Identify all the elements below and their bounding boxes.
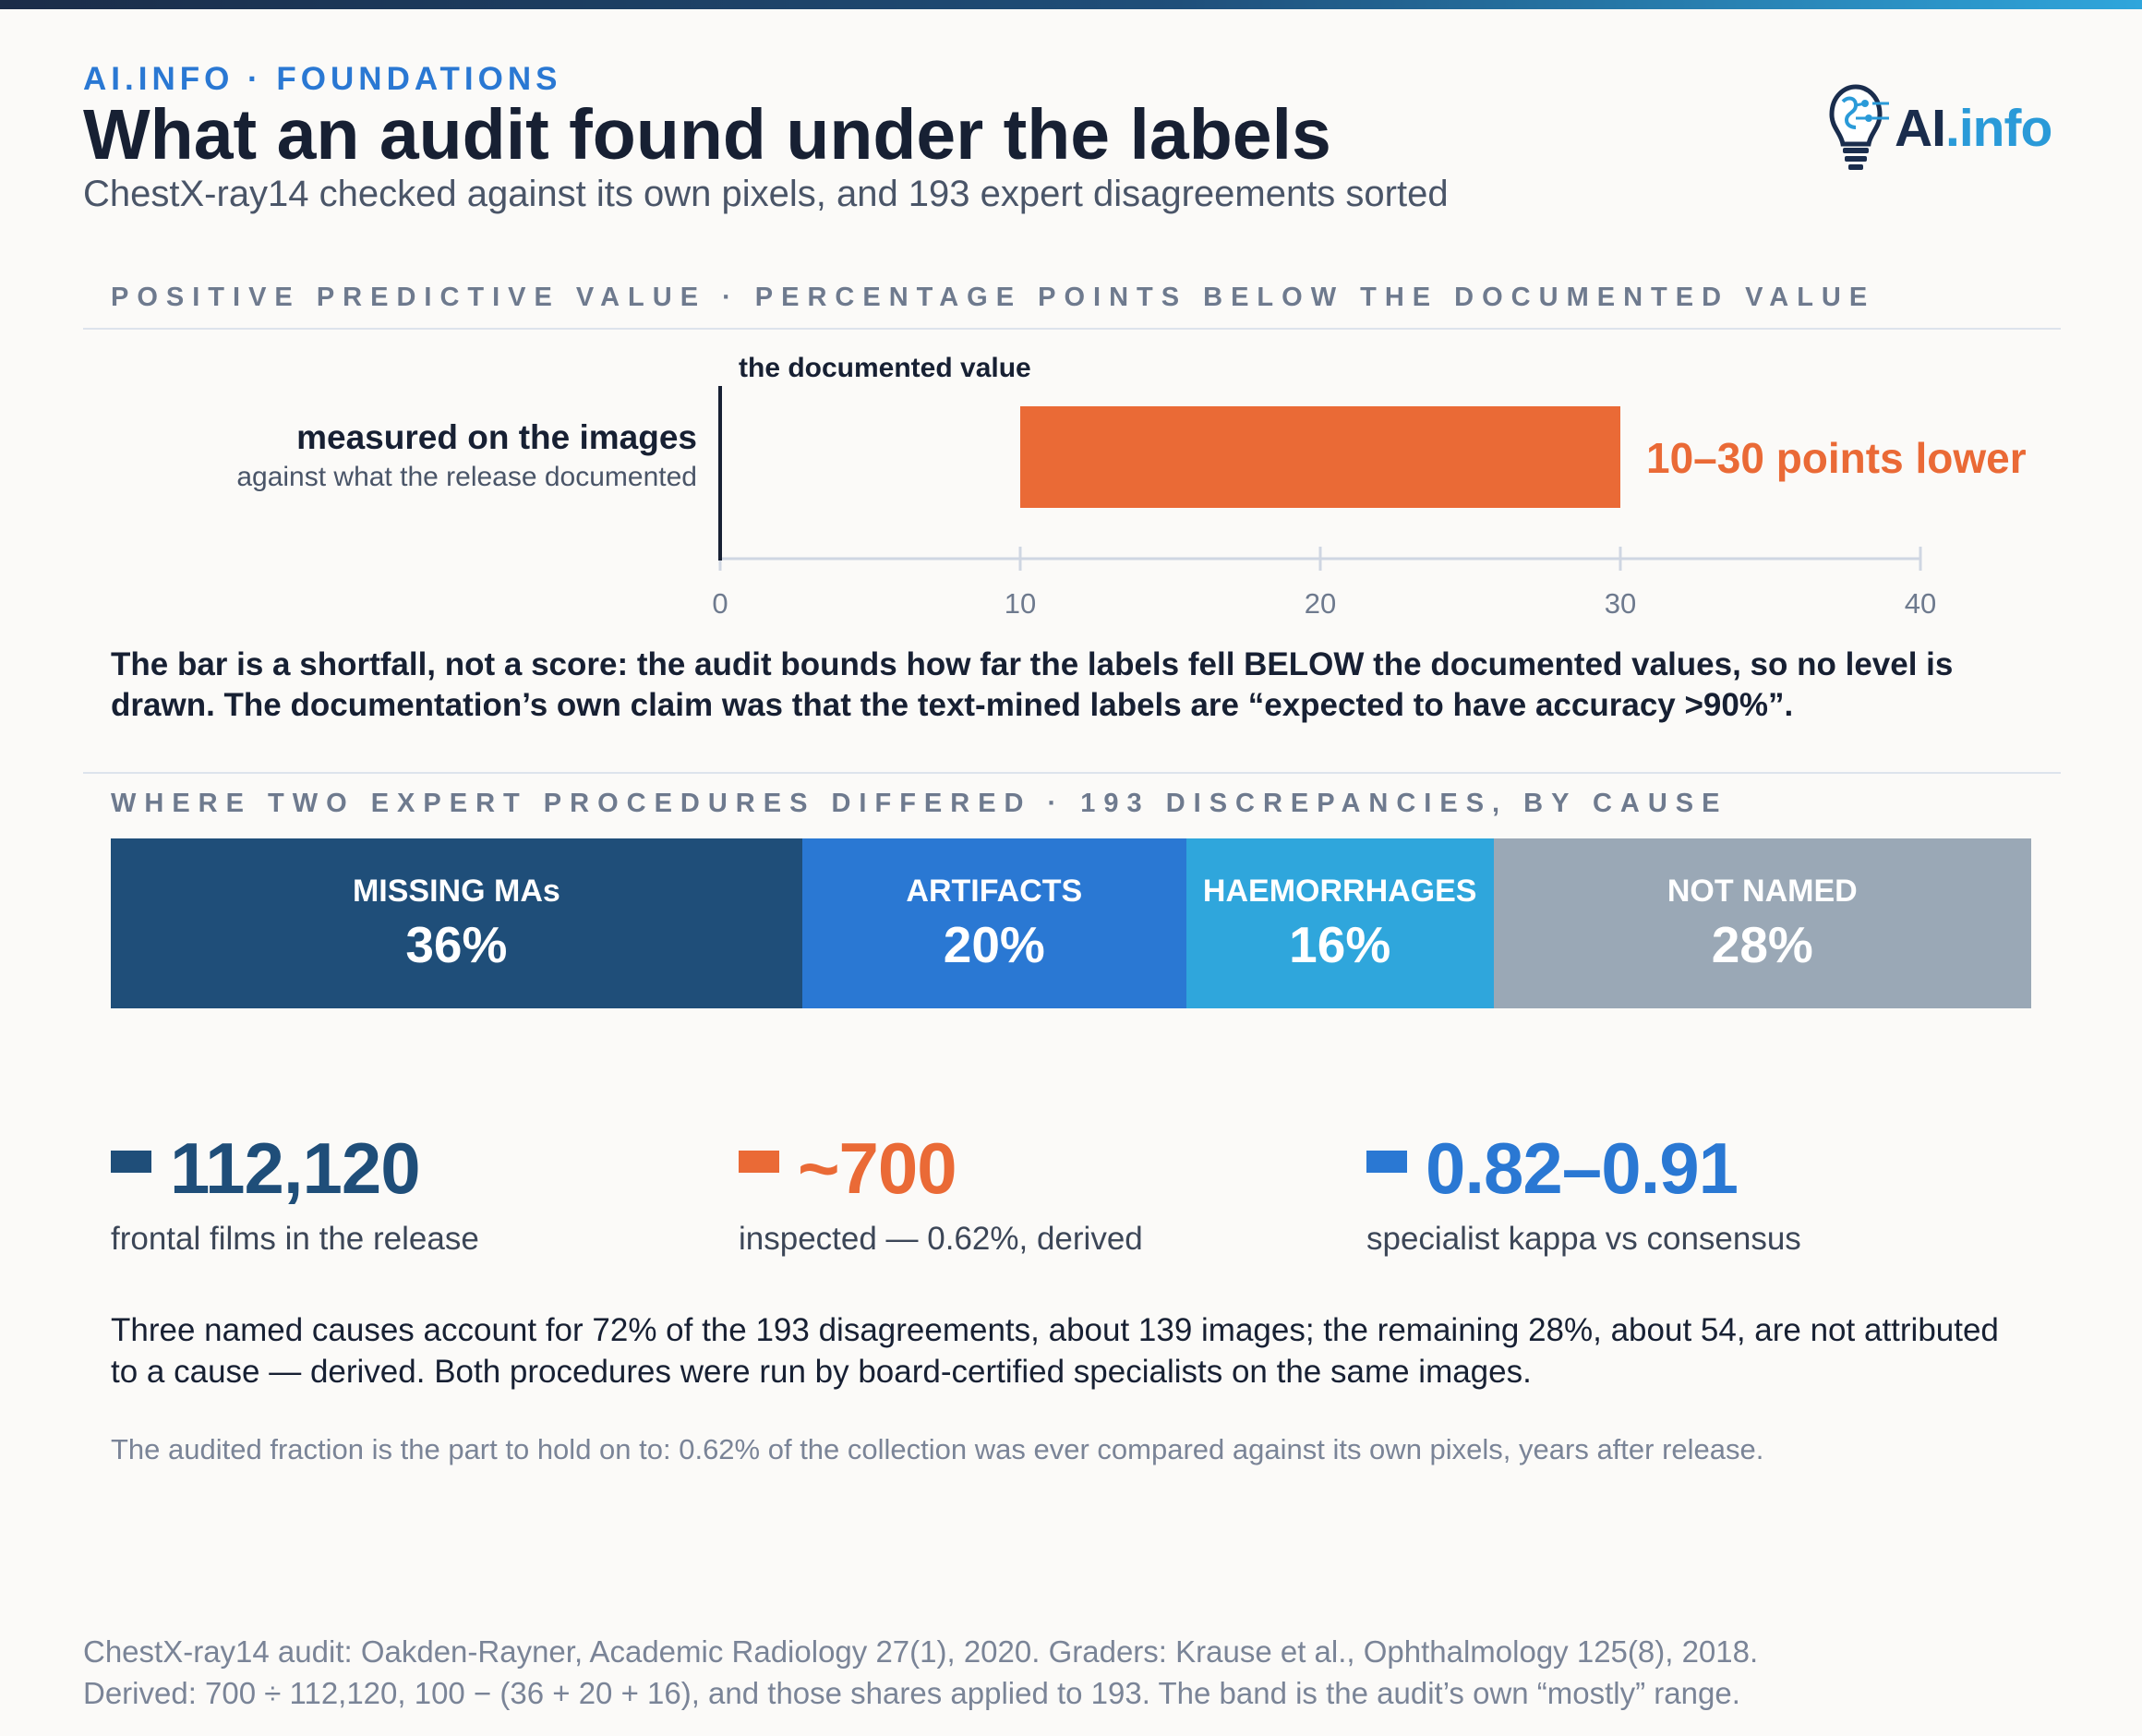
footer-line-derived: Derived: 700 ÷ 112,120, 100 − (36 + 20 +… bbox=[83, 1676, 1740, 1710]
band-segment-value: 20% bbox=[943, 915, 1045, 973]
stat-label: inspected — 0.62%, derived bbox=[739, 1221, 1143, 1257]
shortfall-range-label: 10–30 points lower bbox=[1646, 434, 2027, 482]
x-tick-label: 30 bbox=[1605, 587, 1636, 620]
ppv-shortfall-chart: the documented value measured on the imag… bbox=[236, 353, 2027, 620]
stat-value: 112,120 bbox=[170, 1127, 421, 1209]
logo: AI.info bbox=[1821, 81, 2061, 174]
band-segment-value: 16% bbox=[1289, 915, 1391, 973]
source-footer: ChestX-ray14 audit: Oakden-Rayner, Acade… bbox=[83, 1631, 2059, 1714]
discrepancy-stacked-bar: MISSING MAs 36% ARTIFACTS 20% HAEMORRHAGES 16… bbox=[111, 838, 2031, 1008]
summary-text: Three named causes account for 72% of th… bbox=[111, 1312, 1999, 1390]
band-segment-label: MISSING MAs bbox=[352, 873, 560, 909]
ppv-divider bbox=[83, 328, 2061, 330]
stat-value: ~700 bbox=[798, 1127, 957, 1209]
stat-label: frontal films in the release bbox=[111, 1221, 479, 1257]
band-segment-label: HAEMORRHAGES bbox=[1202, 873, 1477, 909]
band-segment: MISSING MAs 36% bbox=[111, 838, 802, 1008]
ppv-section-label: POSITIVE PREDICTIVE VALUE · PERCENTAGE P… bbox=[111, 283, 1876, 312]
row-label: measured on the images bbox=[296, 418, 697, 456]
x-tick-label: 0 bbox=[712, 587, 728, 620]
takeaway-note: The audited fraction is the part to hold… bbox=[111, 1433, 1764, 1465]
x-tick-label: 20 bbox=[1305, 587, 1336, 620]
top-accent-bar bbox=[0, 0, 2142, 9]
x-tick-label: 10 bbox=[1005, 587, 1036, 620]
discrepancy-divider bbox=[83, 772, 2061, 774]
band-segment-label: ARTIFACTS bbox=[906, 873, 1083, 909]
stat-swatch bbox=[1366, 1151, 1407, 1173]
band-segment-value: 28% bbox=[1711, 915, 1813, 973]
band-segment: NOT NAMED 28% bbox=[1493, 838, 2031, 1008]
x-tick-label: 40 bbox=[1905, 587, 1936, 620]
stat-swatch bbox=[739, 1151, 779, 1173]
logo-text-ai: AI bbox=[1895, 99, 1946, 158]
band-segment: ARTIFACTS 20% bbox=[801, 838, 1186, 1008]
stat-value: 0.82–0.91 bbox=[1426, 1127, 1739, 1209]
logo-text-info: .info bbox=[1945, 99, 2052, 158]
reference-line-label: the documented value bbox=[739, 353, 1031, 383]
band-segment-value: 36% bbox=[405, 915, 508, 973]
page-title: What an audit found under the labels bbox=[83, 95, 1331, 175]
band-segment-label: NOT NAMED bbox=[1667, 873, 1858, 909]
page-subtitle: ChestX-ray14 checked against its own pix… bbox=[83, 174, 1449, 214]
stat-label: specialist kappa vs consensus bbox=[1366, 1221, 1801, 1257]
row-sublabel: against what the release documented bbox=[236, 462, 697, 492]
chart-note: The bar is a shortfall, not a score: the… bbox=[111, 646, 1954, 723]
kicker: AI.INFO · FOUNDATIONS bbox=[83, 61, 562, 97]
discrepancy-section-label: WHERE TWO EXPERT PROCEDURES DIFFERED · 1… bbox=[111, 789, 1728, 818]
brain-bulb-icon bbox=[1829, 84, 1889, 170]
logo-wordmark: AI.info bbox=[1895, 98, 2052, 159]
shortfall-range-bar bbox=[1020, 406, 1620, 508]
footer-line-sources: ChestX-ray14 audit: Oakden-Rayner, Acade… bbox=[83, 1634, 1759, 1669]
stat-swatch bbox=[111, 1151, 151, 1173]
band-segment: HAEMORRHAGES 16% bbox=[1185, 838, 1494, 1008]
